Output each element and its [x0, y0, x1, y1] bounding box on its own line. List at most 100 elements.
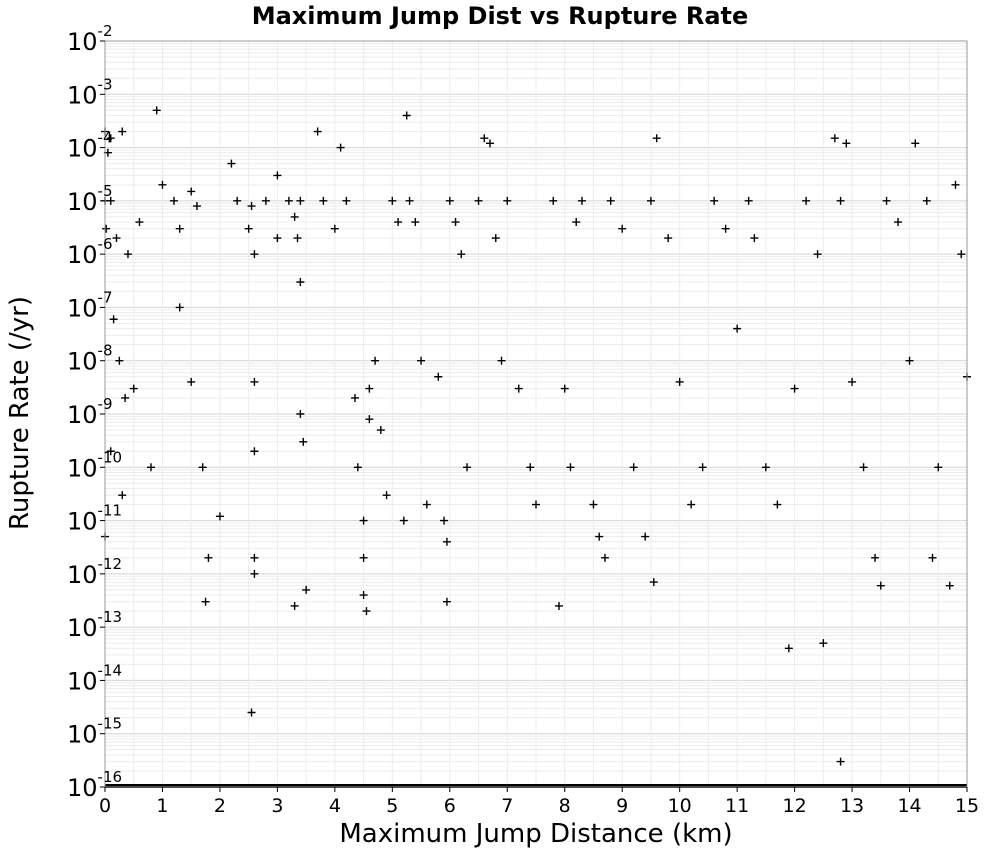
data-point: [109, 315, 118, 324]
x-axis-label: Maximum Jump Distance (km): [339, 819, 732, 849]
data-point: [293, 234, 302, 243]
data-point: [405, 196, 414, 205]
data-point: [365, 415, 374, 424]
data-point: [261, 196, 270, 205]
data-point: [399, 516, 408, 525]
data-point: [250, 447, 259, 456]
data-point: [572, 218, 581, 227]
data-point: [830, 134, 839, 143]
data-point: [118, 127, 127, 136]
data-point: [836, 196, 845, 205]
data-point: [175, 303, 184, 312]
data-point: [606, 196, 615, 205]
y-tick-label: 10-10: [67, 448, 122, 482]
data-point: [761, 463, 770, 472]
bottom-strip: [105, 784, 967, 788]
x-tick-label: 5: [386, 795, 398, 817]
data-point: [457, 250, 466, 259]
data-point: [319, 196, 328, 205]
data-point: [382, 491, 391, 500]
data-point: [744, 196, 753, 205]
data-point: [503, 196, 512, 205]
data-point: [350, 393, 359, 402]
x-ticks: 0 1 2 3 4 5 6 7 8 9 10 11 12 13 14 15: [99, 787, 979, 817]
data-point: [664, 234, 673, 243]
data-point: [687, 500, 696, 509]
data-point: [388, 196, 397, 205]
data-point: [836, 757, 845, 766]
data-point: [112, 234, 121, 243]
data-point: [618, 224, 627, 233]
data-point: [842, 139, 851, 148]
data-point: [290, 212, 299, 221]
data-point: [187, 377, 196, 386]
data-point: [192, 202, 201, 211]
data-point: [273, 234, 282, 243]
data-point: [330, 224, 339, 233]
data-point: [577, 196, 586, 205]
data-point: [102, 224, 111, 233]
data-point: [152, 106, 161, 115]
data-point: [336, 143, 345, 152]
data-point: [284, 196, 293, 205]
data-point: [497, 356, 506, 365]
data-point: [402, 111, 411, 120]
x-tick-label: 2: [214, 795, 226, 817]
data-point: [247, 708, 256, 717]
data-point: [813, 250, 822, 259]
data-point: [250, 553, 259, 562]
data-point: [600, 553, 609, 562]
data-point: [848, 377, 857, 386]
data-point: [123, 250, 132, 259]
y-tick-label: 10-9: [67, 395, 113, 429]
data-point: [371, 356, 380, 365]
data-point: [302, 585, 311, 594]
data-point: [652, 134, 661, 143]
x-tick-label: 9: [616, 795, 628, 817]
y-tick-label: 10-8: [67, 342, 113, 376]
data-point: [773, 500, 782, 509]
data-point: [721, 224, 730, 233]
data-point: [790, 384, 799, 393]
data-point: [629, 463, 638, 472]
data-point: [129, 384, 138, 393]
data-point: [442, 597, 451, 606]
y-tick-label: 10-5: [67, 182, 113, 216]
data-point: [227, 159, 236, 168]
data-point: [353, 463, 362, 472]
x-tick-label: 3: [271, 795, 283, 817]
data-point: [106, 196, 115, 205]
data-point: [118, 491, 127, 500]
data-point: [486, 139, 495, 148]
data-point: [876, 581, 885, 590]
data-point: [646, 196, 655, 205]
data-point: [215, 512, 224, 521]
x-tick-label: 12: [783, 795, 807, 817]
data-point: [911, 139, 920, 148]
data-point: [299, 437, 308, 446]
x-tick-label: 14: [897, 795, 921, 817]
data-point: [894, 218, 903, 227]
data-point: [641, 532, 650, 541]
y-tick-label: 10-15: [67, 715, 122, 749]
data-point: [394, 218, 403, 227]
x-tick-label: 6: [444, 795, 456, 817]
data-point: [290, 601, 299, 610]
data-point: [957, 250, 966, 259]
y-tick-label: 10-4: [67, 129, 113, 163]
data-point: [649, 578, 658, 587]
y-tick-label: 10-13: [67, 608, 122, 642]
data-point: [365, 384, 374, 393]
data-point: [784, 644, 793, 653]
data-point: [440, 516, 449, 525]
data-point: [442, 537, 451, 546]
data-point: [135, 218, 144, 227]
data-point: [201, 597, 210, 606]
data-point: [595, 532, 604, 541]
data-point: [233, 196, 242, 205]
x-tick-label: 7: [501, 795, 513, 817]
y-tick-label: 10-11: [67, 502, 122, 536]
data-point: [951, 180, 960, 189]
x-tick-label: 4: [329, 795, 341, 817]
data-point: [859, 463, 868, 472]
